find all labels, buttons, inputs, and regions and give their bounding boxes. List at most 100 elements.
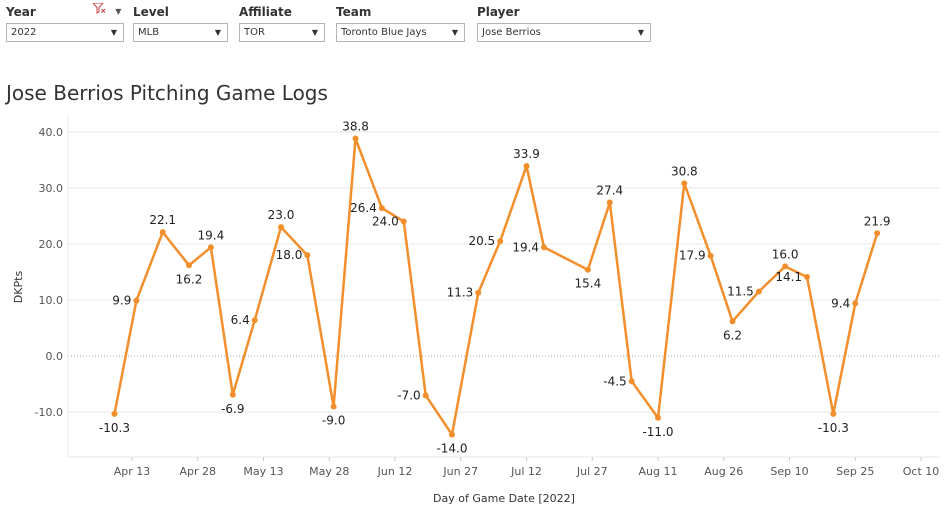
x-tick-label: Aug 26 (704, 465, 743, 478)
data-label: 19.4 (198, 228, 225, 242)
data-label: -7.0 (397, 388, 420, 402)
x-tick-label: Sep 25 (836, 465, 874, 478)
data-label: 6.2 (723, 328, 742, 342)
level-select[interactable]: MLB ▼ (133, 23, 228, 42)
data-point (541, 244, 548, 251)
data-label: -6.9 (221, 402, 244, 416)
year-filter: Year 2022 ▼ (6, 4, 124, 42)
level-filter: Level MLB ▼ (133, 4, 228, 42)
data-point (422, 392, 429, 399)
data-label: 17.9 (679, 249, 706, 263)
y-tick-label: -10.0 (35, 406, 63, 419)
data-label: 27.4 (596, 183, 623, 197)
affiliate-filter-label: Affiliate (239, 5, 292, 19)
level-filter-label: Level (133, 5, 169, 19)
chevron-down-icon: ▼ (637, 28, 644, 37)
x-tick-label: Jun 27 (442, 465, 478, 478)
year-filter-label: Year (6, 5, 36, 19)
data-point (681, 180, 688, 187)
year-select[interactable]: 2022 ▼ (6, 23, 124, 42)
player-select-value: Jose Berrios (482, 27, 541, 38)
level-select-value: MLB (138, 27, 160, 38)
chevron-down-icon: ▼ (451, 28, 458, 37)
data-label: 16.2 (176, 272, 203, 286)
data-point (133, 297, 140, 304)
data-label: 9.9 (112, 294, 131, 308)
data-point (729, 318, 736, 325)
data-point (278, 224, 285, 231)
data-point (628, 378, 635, 385)
data-label: 11.5 (727, 285, 754, 299)
data-label: 9.4 (831, 296, 850, 310)
affiliate-select-value: TOR (244, 27, 265, 38)
team-select-value: Toronto Blue Jays (341, 27, 427, 38)
data-point (251, 317, 258, 324)
data-point (830, 410, 837, 417)
data-point (352, 135, 359, 142)
x-tick-label: Aug 11 (639, 465, 678, 478)
data-point (497, 238, 504, 245)
team-filter-label: Team (336, 5, 372, 19)
data-label: 22.1 (149, 213, 176, 227)
dropdown-menu-icon[interactable]: ▼ (115, 7, 122, 16)
data-label: 11.3 (447, 286, 474, 300)
data-label: -4.5 (603, 374, 626, 388)
data-label: 20.5 (468, 234, 495, 248)
data-point (475, 289, 482, 296)
x-tick-label: May 28 (309, 465, 349, 478)
data-label: 26.4 (350, 201, 377, 215)
data-point (655, 414, 661, 421)
data-label: -10.3 (818, 421, 849, 435)
team-select[interactable]: Toronto Blue Jays ▼ (336, 23, 465, 42)
affiliate-select[interactable]: TOR ▼ (239, 23, 325, 42)
data-point (448, 431, 455, 438)
data-point (782, 263, 789, 270)
y-tick-label: 30.0 (39, 182, 64, 195)
data-point (111, 410, 118, 417)
y-axis-title: DKPts (12, 271, 25, 304)
x-tick-label: Jun 12 (377, 465, 413, 478)
data-label: 16.0 (772, 247, 799, 261)
data-point (378, 205, 385, 212)
data-label: 30.8 (671, 164, 698, 178)
data-point (330, 403, 337, 410)
data-label: -11.0 (642, 425, 673, 439)
data-label: 24.0 (372, 215, 399, 229)
filter-controls: ▼ (91, 2, 122, 17)
year-select-value: 2022 (11, 27, 37, 38)
y-tick-label: 10.0 (39, 294, 64, 307)
chevron-down-icon: ▼ (311, 28, 318, 37)
data-label: -10.3 (99, 421, 130, 435)
data-label: 21.9 (864, 214, 891, 228)
series-line (113, 137, 879, 436)
clear-filter-icon[interactable] (91, 2, 109, 17)
data-point (707, 252, 714, 259)
data-label: -9.0 (322, 414, 345, 428)
player-filter-label: Player (477, 5, 520, 19)
y-tick-label: 20.0 (39, 238, 64, 251)
x-tick-label: May 13 (243, 465, 283, 478)
data-point (606, 199, 613, 206)
data-label: 14.1 (775, 270, 802, 284)
data-point (400, 218, 407, 225)
team-filter: Team Toronto Blue Jays ▼ (336, 4, 465, 42)
data-point (804, 274, 811, 281)
chevron-down-icon: ▼ (110, 28, 117, 37)
affiliate-filter: Affiliate TOR ▼ (239, 4, 325, 42)
chevron-down-icon: ▼ (214, 28, 221, 37)
x-tick-label: Oct 10 (903, 465, 940, 478)
x-axis-title: Day of Game Date [2022] (433, 492, 575, 505)
player-filter: Player Jose Berrios ▼ (477, 4, 651, 42)
data-point (159, 229, 166, 236)
x-tick-label: Apr 13 (114, 465, 151, 478)
player-select[interactable]: Jose Berrios ▼ (477, 23, 651, 42)
data-label: 33.9 (513, 147, 540, 161)
data-point (207, 244, 214, 251)
data-label: 15.4 (575, 277, 602, 291)
data-point (229, 391, 236, 398)
data-label: 6.4 (231, 313, 250, 327)
data-point (852, 300, 859, 307)
data-point (874, 230, 881, 237)
data-label: 23.0 (268, 208, 295, 222)
